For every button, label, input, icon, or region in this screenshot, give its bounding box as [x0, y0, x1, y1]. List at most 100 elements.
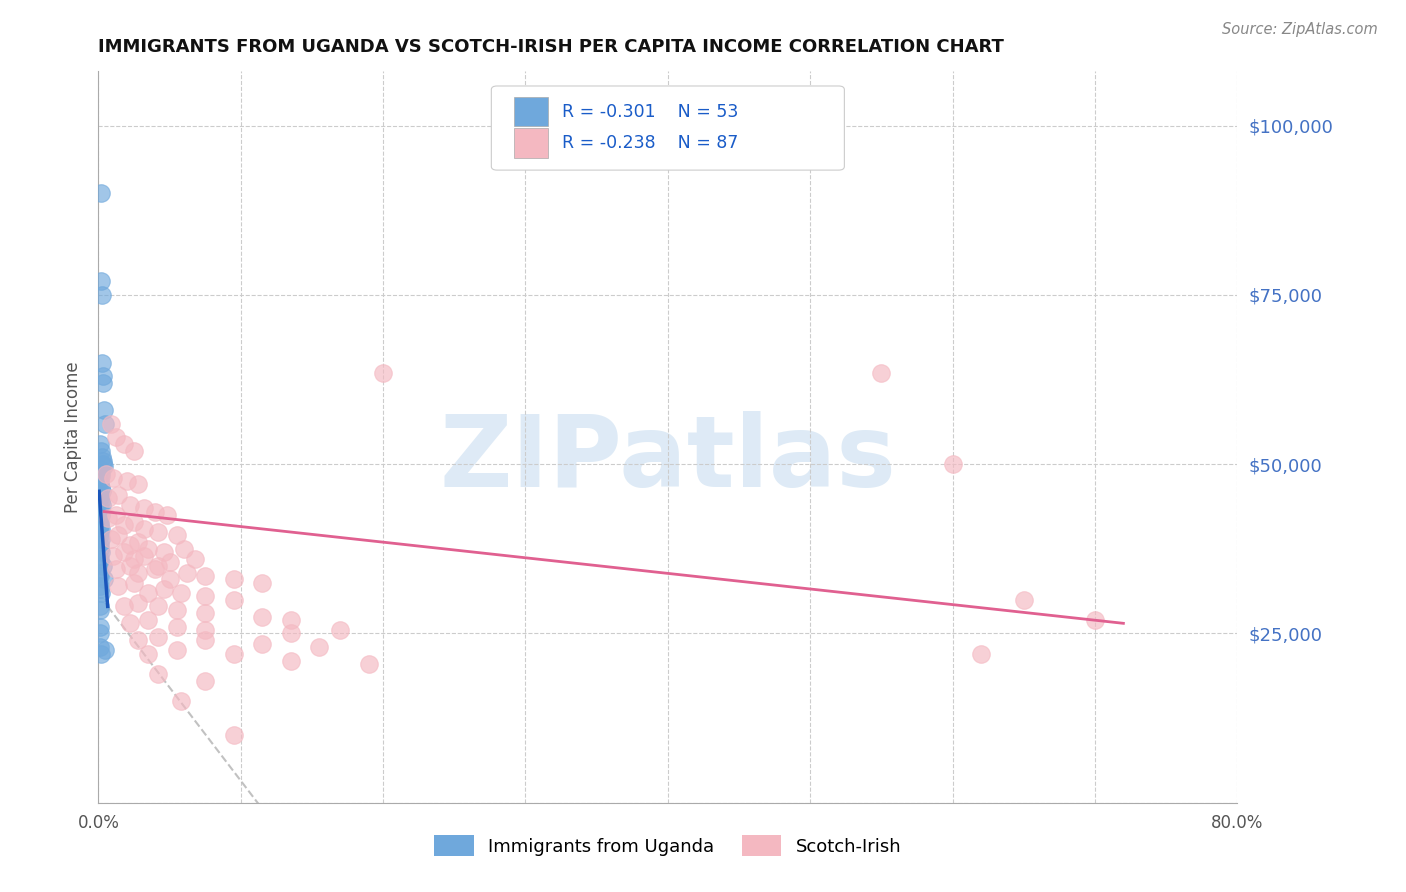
Point: [107, 528, 129, 542]
Point: [101, 549, 124, 563]
Point: [1012, 592, 1035, 607]
Point: [170, 586, 193, 600]
Point: [89, 538, 111, 552]
Text: R = -0.238    N = 87: R = -0.238 N = 87: [562, 134, 738, 152]
Point: [90, 274, 112, 288]
Point: [94, 643, 117, 657]
Point: [89, 569, 111, 583]
Point: [308, 640, 330, 654]
Point: [250, 575, 273, 590]
Point: [127, 633, 149, 648]
Y-axis label: Per Capita Income: Per Capita Income: [65, 361, 83, 513]
Point: [89, 515, 111, 529]
Point: [93, 369, 115, 384]
Point: [176, 566, 198, 580]
Point: [122, 515, 145, 529]
Point: [118, 498, 141, 512]
Point: [93, 457, 115, 471]
Point: [166, 528, 188, 542]
Point: [90, 508, 112, 522]
Point: [89, 505, 111, 519]
Point: [96, 467, 118, 482]
Point: [127, 535, 149, 549]
Point: [90, 521, 112, 535]
Point: [90, 532, 112, 546]
Point: [89, 491, 111, 505]
Point: [112, 518, 135, 533]
Point: [104, 562, 127, 576]
Point: [100, 532, 122, 546]
Point: [90, 466, 112, 480]
Point: [166, 643, 188, 657]
Point: [148, 524, 170, 539]
Point: [870, 366, 893, 380]
FancyBboxPatch shape: [515, 97, 548, 126]
Point: [112, 545, 135, 559]
Point: [145, 562, 167, 576]
Point: [90, 545, 112, 559]
Point: [89, 620, 111, 634]
Point: [127, 477, 149, 491]
Point: [122, 575, 145, 590]
Point: [942, 457, 965, 471]
Point: [89, 582, 111, 597]
Point: [136, 541, 159, 556]
Legend: Immigrants from Uganda, Scotch-Irish: Immigrants from Uganda, Scotch-Irish: [427, 828, 908, 863]
Point: [112, 599, 135, 614]
Point: [194, 606, 217, 620]
FancyBboxPatch shape: [491, 86, 845, 170]
Point: [222, 728, 245, 742]
Point: [153, 582, 176, 597]
Point: [91, 558, 114, 573]
Point: [89, 626, 111, 640]
Point: [118, 616, 141, 631]
Point: [136, 647, 159, 661]
Point: [250, 637, 273, 651]
Point: [107, 579, 129, 593]
Point: [280, 654, 302, 668]
Point: [118, 558, 141, 573]
Point: [89, 552, 111, 566]
Point: [89, 579, 111, 593]
Point: [122, 552, 145, 566]
Point: [166, 620, 188, 634]
Point: [250, 609, 273, 624]
Text: IMMIGRANTS FROM UGANDA VS SCOTCH-IRISH PER CAPITA INCOME CORRELATION CHART: IMMIGRANTS FROM UGANDA VS SCOTCH-IRISH P…: [98, 38, 1004, 56]
Point: [329, 623, 352, 637]
Point: [148, 599, 170, 614]
Point: [127, 596, 149, 610]
Point: [127, 566, 149, 580]
Point: [159, 555, 181, 569]
Text: ZIPatlas: ZIPatlas: [440, 410, 896, 508]
Point: [280, 626, 302, 640]
Point: [89, 518, 111, 533]
Point: [90, 355, 112, 369]
Point: [93, 459, 115, 474]
Point: [89, 524, 111, 539]
Point: [194, 673, 217, 688]
Point: [136, 613, 159, 627]
Point: [91, 498, 114, 512]
Point: [132, 549, 155, 563]
Point: [89, 541, 111, 556]
Point: [90, 494, 112, 508]
Point: [194, 589, 217, 603]
Point: [184, 552, 207, 566]
FancyBboxPatch shape: [515, 128, 548, 158]
Point: [91, 376, 114, 390]
Point: [104, 508, 127, 522]
Point: [100, 417, 122, 431]
Point: [357, 657, 380, 671]
Point: [89, 599, 111, 614]
Point: [89, 501, 111, 516]
Point: [97, 511, 120, 525]
Point: [91, 484, 114, 499]
Point: [148, 630, 170, 644]
Point: [89, 474, 111, 488]
Point: [90, 469, 112, 483]
Point: [194, 569, 217, 583]
Point: [91, 454, 114, 468]
Point: [112, 437, 135, 451]
Point: [173, 541, 195, 556]
Point: [90, 186, 112, 201]
